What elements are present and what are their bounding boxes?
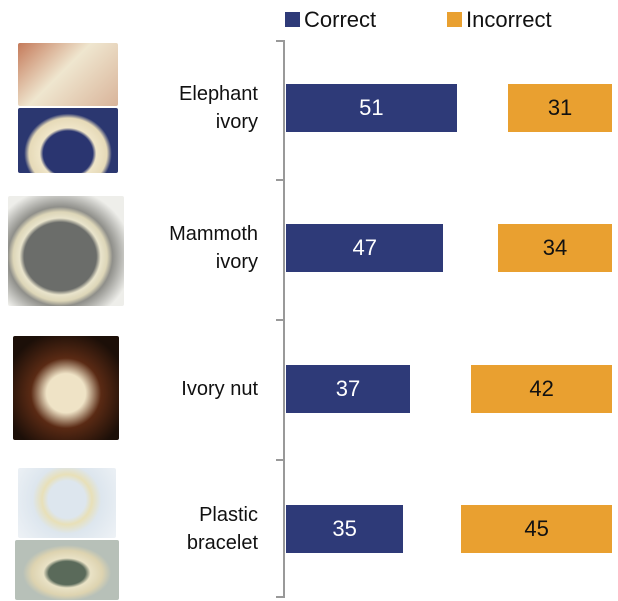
- bar: 47: [286, 224, 444, 272]
- photo: [8, 196, 124, 306]
- value-label: 31: [547, 95, 573, 120]
- category-label: Ivory nut: [181, 378, 258, 400]
- axis-tick: [276, 179, 284, 181]
- axis-tick: [276, 596, 284, 598]
- value-label: 45: [524, 516, 549, 541]
- bar: 45: [461, 505, 612, 553]
- category-label: Mammoth ivory: [169, 223, 258, 273]
- photo: [18, 468, 116, 538]
- bar: 51: [286, 84, 457, 132]
- category-label: Elephant ivory: [179, 83, 258, 133]
- legend-swatch: [285, 12, 300, 27]
- bar: 31: [508, 84, 612, 132]
- value-label: 34: [542, 235, 568, 260]
- value-label: 51: [359, 95, 384, 120]
- axis-line: [283, 40, 285, 598]
- bar: 34: [498, 224, 612, 272]
- value-label: 42: [529, 376, 554, 401]
- photo: [15, 540, 119, 600]
- category-label: Plastic bracelet: [186, 504, 258, 554]
- bar: 35: [286, 505, 404, 553]
- legend-label: Incorrect: [466, 7, 552, 32]
- value-label: 35: [332, 516, 357, 541]
- legend-swatch: [447, 12, 462, 27]
- legend-label: Correct: [304, 7, 377, 32]
- bar: 42: [471, 365, 612, 413]
- photo: [13, 336, 119, 440]
- photo: [18, 108, 118, 173]
- photo: [18, 43, 118, 106]
- axis-tick: [276, 459, 284, 461]
- value-label: 37: [335, 376, 361, 401]
- axis-tick: [276, 319, 284, 321]
- axis-tick: [276, 40, 284, 42]
- value-label: 47: [352, 235, 377, 260]
- bar: 37: [286, 365, 410, 413]
